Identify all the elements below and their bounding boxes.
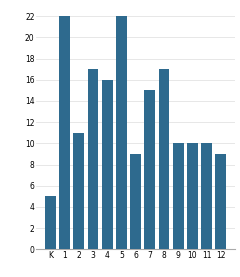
- Bar: [88, 69, 98, 249]
- Bar: [173, 143, 184, 249]
- Bar: [201, 143, 212, 249]
- Bar: [45, 196, 56, 249]
- Bar: [73, 133, 84, 249]
- Bar: [116, 16, 127, 249]
- Bar: [130, 154, 141, 249]
- Bar: [187, 143, 198, 249]
- Bar: [216, 154, 226, 249]
- Bar: [102, 80, 113, 249]
- Bar: [59, 16, 70, 249]
- Bar: [159, 69, 169, 249]
- Bar: [144, 90, 155, 249]
